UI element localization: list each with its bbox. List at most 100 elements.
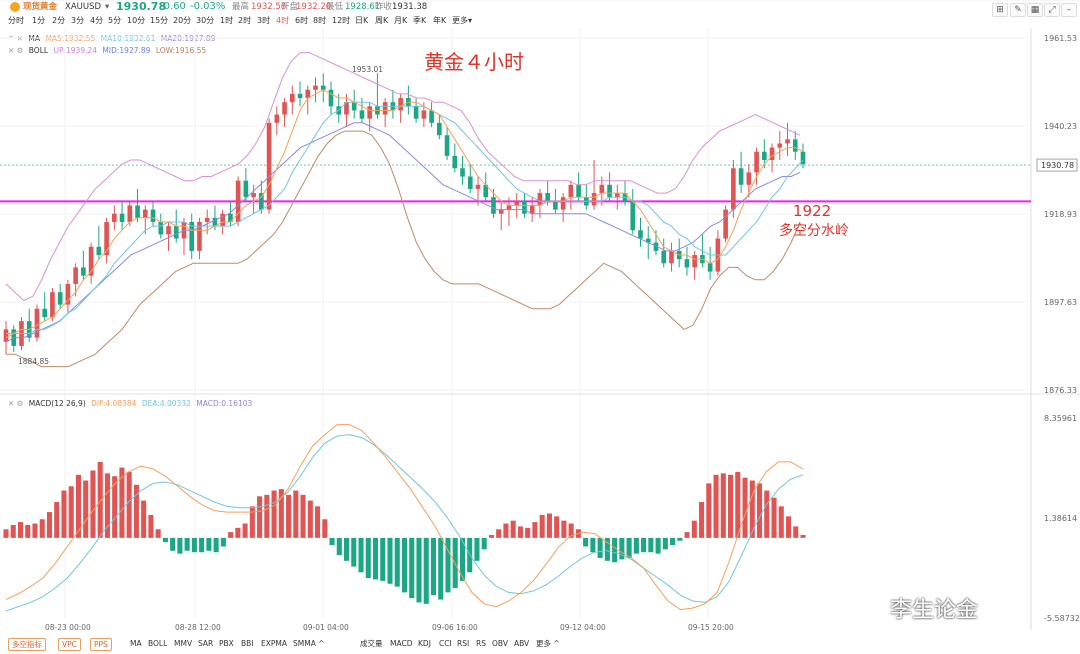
tab-period[interactable]: 周K xyxy=(375,16,389,25)
main-indicator-item[interactable]: SAR xyxy=(198,639,214,648)
main-indicator-item[interactable]: EXPMA xyxy=(261,639,288,648)
macd-histogram-bar xyxy=(626,537,632,558)
macd-histogram-bar xyxy=(83,480,89,538)
boll-name[interactable]: BOLL xyxy=(28,46,49,55)
main-indicator-item[interactable]: SMMA ^ xyxy=(293,639,325,648)
macd-histogram-bar xyxy=(162,537,168,543)
tab-period[interactable]: 季K xyxy=(413,16,427,25)
candle-body xyxy=(320,85,326,90)
macd-histogram-bar xyxy=(510,520,516,538)
tab-period[interactable]: 2分 xyxy=(52,16,66,25)
ma5-line xyxy=(5,89,804,339)
tab-period-active[interactable]: 4时 xyxy=(276,16,290,25)
candle-body xyxy=(514,201,520,206)
tab-period[interactable]: 10分 xyxy=(127,16,146,25)
tab-period[interactable]: 30分 xyxy=(196,16,215,25)
tab-period[interactable]: 4分 xyxy=(90,16,104,25)
macd-histogram-bar xyxy=(728,474,734,538)
macd-histogram-bar xyxy=(648,537,654,553)
main-indicator-item[interactable]: MA xyxy=(130,639,142,648)
candle-body xyxy=(274,114,280,123)
table-icon[interactable]: ⊞ xyxy=(992,3,1008,17)
main-indicator-item[interactable]: BBI xyxy=(241,639,254,648)
sub-indicator-item[interactable]: RSI xyxy=(457,639,470,648)
sub-indicator-item[interactable]: 成交量 xyxy=(360,639,383,648)
close-icon[interactable]: ✕ ⚙ xyxy=(8,399,24,408)
candle-body xyxy=(645,238,651,243)
candle-body xyxy=(707,263,713,272)
tab-period[interactable]: 1分 xyxy=(32,16,46,25)
prev-close-label: 昨收 xyxy=(375,2,393,12)
tab-period[interactable]: 2时 xyxy=(238,16,252,25)
sub-indicator-item[interactable]: KDJ xyxy=(418,639,431,648)
macd-histogram-bar xyxy=(720,473,726,538)
macd-histogram-bar xyxy=(235,527,241,538)
tab-period[interactable]: 15分 xyxy=(150,16,169,25)
candle-body xyxy=(150,209,156,222)
close-icon[interactable]: ✕ ⚙ xyxy=(8,46,24,55)
sub-indicator-item[interactable]: RS xyxy=(476,639,486,648)
main-indicator-item[interactable]: BOLL xyxy=(148,639,168,648)
macd-histogram-bar xyxy=(438,537,444,600)
macd-histogram-bar xyxy=(793,526,799,538)
macd-histogram-bar xyxy=(54,502,60,538)
macd-histogram-bar xyxy=(561,520,567,538)
tab-period[interactable]: 8时 xyxy=(313,16,327,25)
tab-period[interactable]: 12时 xyxy=(332,16,351,25)
macd-histogram-bar xyxy=(496,529,502,538)
candle-body xyxy=(235,180,241,222)
candle-body xyxy=(769,147,775,161)
candle-body xyxy=(96,246,102,256)
macd-histogram-bar xyxy=(532,522,538,538)
candle-body xyxy=(421,110,427,119)
candle-body xyxy=(607,184,612,198)
macd-histogram-bar xyxy=(670,537,676,546)
tab-period-more[interactable]: 更多▾ xyxy=(452,16,473,25)
current-price-label: 1930.78 xyxy=(1041,161,1074,170)
tab-period[interactable]: 6时 xyxy=(295,16,309,25)
tab-period[interactable]: 日K xyxy=(355,16,369,25)
tab-period[interactable]: 月K xyxy=(394,16,408,25)
date-tick-label: 09-01 04:00 xyxy=(303,623,349,632)
sub-indicator-item[interactable]: 更多 ^ xyxy=(536,639,560,648)
candle-body xyxy=(251,193,256,198)
minimize-icon[interactable]: – xyxy=(1061,3,1077,17)
pill-button[interactable]: 多空指标 xyxy=(8,638,46,651)
candle-body xyxy=(173,226,179,239)
sub-indicator-item[interactable]: ABV xyxy=(514,639,530,648)
macd-histogram-bar xyxy=(25,524,31,538)
candle-body xyxy=(731,168,736,210)
edit-icon[interactable]: ✎ xyxy=(1010,3,1026,17)
candle-body xyxy=(800,151,806,165)
candle-body xyxy=(413,106,419,119)
candle-body xyxy=(529,205,535,214)
chevron-down-icon[interactable]: ▾ xyxy=(105,2,110,12)
tab-period[interactable]: 3分 xyxy=(71,16,85,25)
macd-histogram-bar xyxy=(785,516,792,538)
tab-period[interactable]: 年K xyxy=(433,16,447,25)
pill-button[interactable]: PPS xyxy=(90,638,112,651)
instrument-name[interactable]: 现货黄金 xyxy=(23,2,58,12)
candle-body xyxy=(398,98,403,111)
macd-name[interactable]: MACD(12,26,9) xyxy=(28,399,86,408)
candle-body xyxy=(73,267,78,284)
tab-period[interactable]: 5分 xyxy=(108,16,122,25)
macd-histogram-bar xyxy=(416,537,422,603)
tab-period[interactable]: 3时 xyxy=(257,16,271,25)
instrument-symbol[interactable]: XAUUSD xyxy=(65,2,102,12)
tab-period[interactable]: 分时 xyxy=(8,16,24,25)
tab-period[interactable]: 20分 xyxy=(173,16,192,25)
grid-icon[interactable]: ▦ xyxy=(1027,3,1043,17)
macd-histogram-bar xyxy=(706,483,712,538)
tab-period[interactable]: 1时 xyxy=(220,16,234,25)
main-indicator-item[interactable]: PBX xyxy=(219,639,234,648)
sub-indicator-item[interactable]: MACD xyxy=(390,639,413,648)
main-indicator-item[interactable]: MMV xyxy=(174,639,193,648)
pill-button[interactable]: VPC xyxy=(58,638,81,651)
sub-indicator-item[interactable]: OBV xyxy=(492,639,508,648)
expand-icon[interactable]: ⤢ xyxy=(1044,3,1060,17)
sub-indicator-item[interactable]: CCI xyxy=(439,639,452,648)
date-tick-label: 08-23 00:00 xyxy=(45,623,91,632)
macd-histogram-bar xyxy=(662,537,668,550)
